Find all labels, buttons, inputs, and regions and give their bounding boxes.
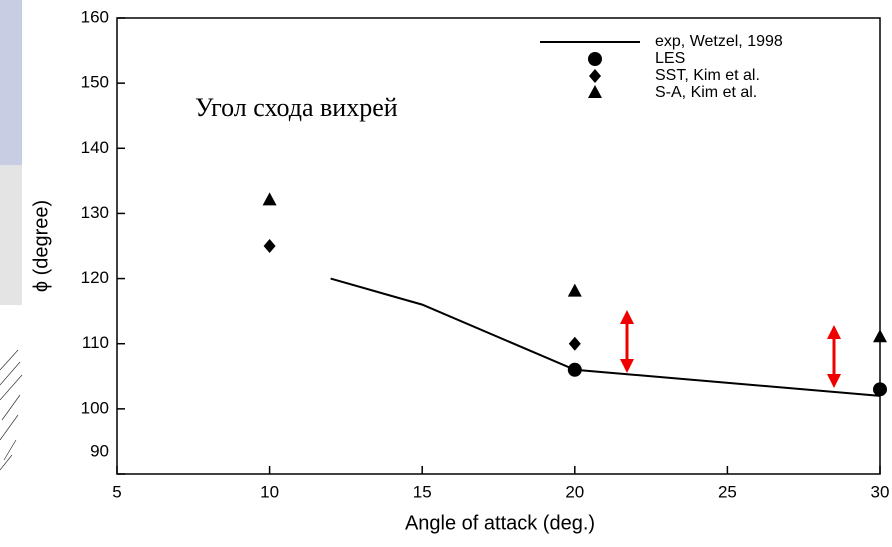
y-tick-label: 110 [82,333,109,352]
point [568,336,581,351]
legend-label: LES [655,50,685,67]
legend-marker [588,85,602,98]
y-tick-label: 120 [81,268,109,287]
point [263,239,276,253]
point [262,192,277,206]
point [567,362,582,377]
x-tick-label: 15 [413,482,432,501]
legend-label: S-A, Kim et al. [655,84,757,101]
y-tick-label: 140 [81,138,109,157]
line [330,277,881,397]
x-tick-label: 30 [871,482,890,501]
x-tick-label: 25 [718,482,737,501]
point [873,382,887,397]
red-arrows [620,310,841,388]
y-tick-label: 130 [81,203,109,222]
y-tick-label: 90 [90,441,109,460]
legend-label: SST, Kim et al. [655,67,760,84]
plot-frame [116,17,881,475]
slide-strip [0,165,22,305]
legend-marker [589,69,601,83]
y-tick-label: 160 [81,7,109,26]
legend-marker [588,52,602,66]
point [873,329,887,343]
y-tick-label: 100 [81,398,109,417]
y-axis-label: ϕ (degree) [30,200,52,292]
y-tick-label: 150 [81,73,109,92]
x-tick-label: 10 [260,482,279,501]
x-tick-label: 20 [565,482,584,501]
x-tick-label: 5 [112,482,121,501]
annotation: Угол схода вихрей [195,93,398,122]
slide-band [0,0,22,165]
point [567,283,582,297]
legend-label: exp, Wetzel, 1998 [655,33,783,50]
x-axis-label: Angle of attack (deg.) [405,512,595,534]
sketch [0,349,23,471]
